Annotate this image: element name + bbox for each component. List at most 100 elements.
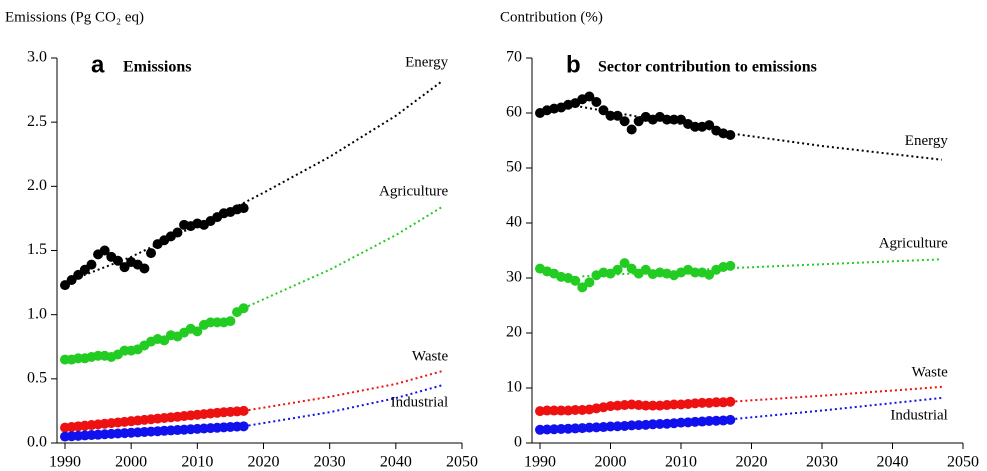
data-point [542, 424, 553, 435]
data-point [605, 110, 616, 121]
data-point [711, 415, 722, 426]
data-point [612, 421, 623, 432]
data-point [591, 422, 602, 433]
data-point [690, 416, 701, 427]
y-tick-label: 1.5 [27, 241, 47, 258]
data-point [112, 255, 123, 266]
x-tick-label: 2030 [806, 454, 838, 471]
data-point [725, 414, 736, 425]
data-point [690, 267, 701, 278]
data-point [704, 416, 715, 426]
data-point [619, 258, 630, 269]
data-point [725, 130, 736, 140]
data-point [690, 121, 701, 132]
data-point [668, 114, 679, 125]
data-point [598, 105, 609, 116]
data-point [640, 400, 651, 411]
data-point [570, 423, 581, 434]
data-point [172, 227, 183, 238]
data-point [633, 420, 644, 431]
panel-title: Sector contribution to emissions [598, 59, 817, 76]
data-point [238, 421, 249, 432]
data-point [238, 405, 249, 416]
data-point [535, 424, 545, 435]
data-point [704, 120, 715, 131]
data-point [146, 248, 157, 259]
series-label: Waste [912, 364, 949, 380]
x-tick-label: 2050 [947, 454, 979, 471]
data-point [225, 316, 236, 327]
data-point [570, 275, 581, 286]
y-tick-label: 2.0 [27, 177, 47, 194]
x-tick-label: 1990 [49, 454, 81, 471]
data-point [612, 264, 623, 275]
y-tick-label: 3.0 [27, 49, 47, 66]
y-tick-label: 20 [506, 324, 522, 341]
projection-line [243, 370, 443, 412]
x-tick-label: 1990 [524, 454, 556, 471]
x-tick-label: 2010 [665, 454, 697, 471]
data-point [626, 420, 637, 431]
data-point [676, 417, 686, 428]
data-point [192, 326, 203, 337]
series-label: Energy [905, 133, 949, 149]
x-tick-label: 2030 [314, 454, 346, 471]
data-point [563, 423, 574, 434]
y-axis-label: Contribution (%) [500, 9, 603, 25]
data-point [725, 396, 736, 407]
panel-letter: b [566, 51, 581, 78]
y-tick-label: 1.0 [27, 305, 47, 322]
data-point [549, 405, 560, 416]
data-point [556, 423, 567, 434]
data-point [542, 405, 553, 416]
y-tick-label: 0.0 [27, 434, 47, 451]
data-point [668, 399, 679, 410]
y-tick-label: 0.5 [27, 370, 47, 387]
data-point [697, 397, 708, 408]
data-point [647, 419, 658, 430]
data-point [584, 277, 595, 288]
data-point [725, 260, 736, 271]
data-point [238, 303, 249, 314]
projection-line [243, 384, 443, 428]
data-point [86, 259, 97, 270]
projection-line [730, 385, 942, 403]
panel-letter: a [91, 51, 105, 78]
series-label: Agriculture [379, 183, 448, 199]
x-tick-label: 2020 [248, 454, 280, 471]
y-tick-label: 70 [506, 49, 522, 66]
y-tick-label: 60 [506, 104, 522, 121]
data-point [584, 91, 595, 102]
data-point [584, 422, 595, 433]
data-point [577, 282, 588, 293]
data-point [661, 114, 672, 125]
data-point [591, 97, 602, 107]
projection-line [730, 396, 942, 421]
data-point [238, 203, 249, 214]
data-point [556, 405, 567, 416]
data-point [605, 421, 616, 432]
data-point [711, 397, 722, 408]
x-tick-label: 2040 [877, 454, 909, 471]
x-tick-label: 2000 [115, 454, 147, 471]
x-tick-label: 2010 [181, 454, 213, 471]
data-point [626, 263, 637, 274]
series-label: Industrial [890, 407, 948, 423]
y-tick-label: 0 [514, 434, 522, 451]
panel-title: Emissions [123, 59, 191, 76]
data-point [647, 400, 658, 411]
data-point [619, 116, 630, 127]
projection-line [575, 104, 942, 161]
data-point [99, 245, 110, 256]
projection-line [64, 80, 443, 284]
data-point [570, 405, 581, 415]
data-point [704, 269, 715, 280]
y-tick-label: 50 [506, 159, 522, 176]
x-tick-label: 2020 [736, 454, 768, 471]
series-label: Industrial [391, 395, 449, 411]
y-tick-label: 30 [506, 269, 522, 286]
y-tick-label: 40 [506, 214, 522, 231]
series-label: Agriculture [879, 236, 948, 252]
series-label: Waste [412, 349, 449, 365]
